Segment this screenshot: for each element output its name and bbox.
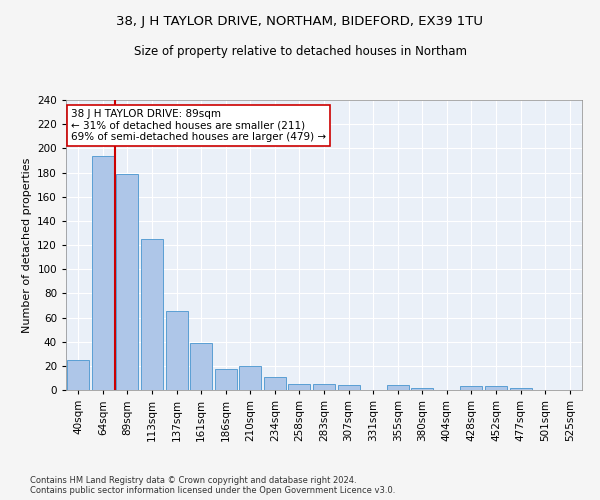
Bar [411, 388, 433, 390]
Text: 38, J H TAYLOR DRIVE, NORTHAM, BIDEFORD, EX39 1TU: 38, J H TAYLOR DRIVE, NORTHAM, BIDEFORD,… [116, 15, 484, 28]
Bar [264, 376, 286, 390]
Y-axis label: Number of detached properties: Number of detached properties [22, 158, 32, 332]
Bar [141, 239, 163, 390]
Bar [460, 386, 482, 390]
Bar [215, 370, 237, 390]
Bar [338, 385, 359, 390]
Text: Size of property relative to detached houses in Northam: Size of property relative to detached ho… [133, 45, 467, 58]
Bar [239, 366, 262, 390]
Bar [166, 312, 188, 390]
Bar [92, 156, 114, 390]
Bar [386, 385, 409, 390]
Bar [67, 360, 89, 390]
Bar [509, 388, 532, 390]
Text: 38 J H TAYLOR DRIVE: 89sqm
← 31% of detached houses are smaller (211)
69% of sem: 38 J H TAYLOR DRIVE: 89sqm ← 31% of deta… [71, 108, 326, 142]
Text: Contains HM Land Registry data © Crown copyright and database right 2024.
Contai: Contains HM Land Registry data © Crown c… [30, 476, 395, 495]
Bar [485, 386, 507, 390]
Bar [289, 384, 310, 390]
Bar [190, 343, 212, 390]
Bar [116, 174, 139, 390]
Bar [313, 384, 335, 390]
